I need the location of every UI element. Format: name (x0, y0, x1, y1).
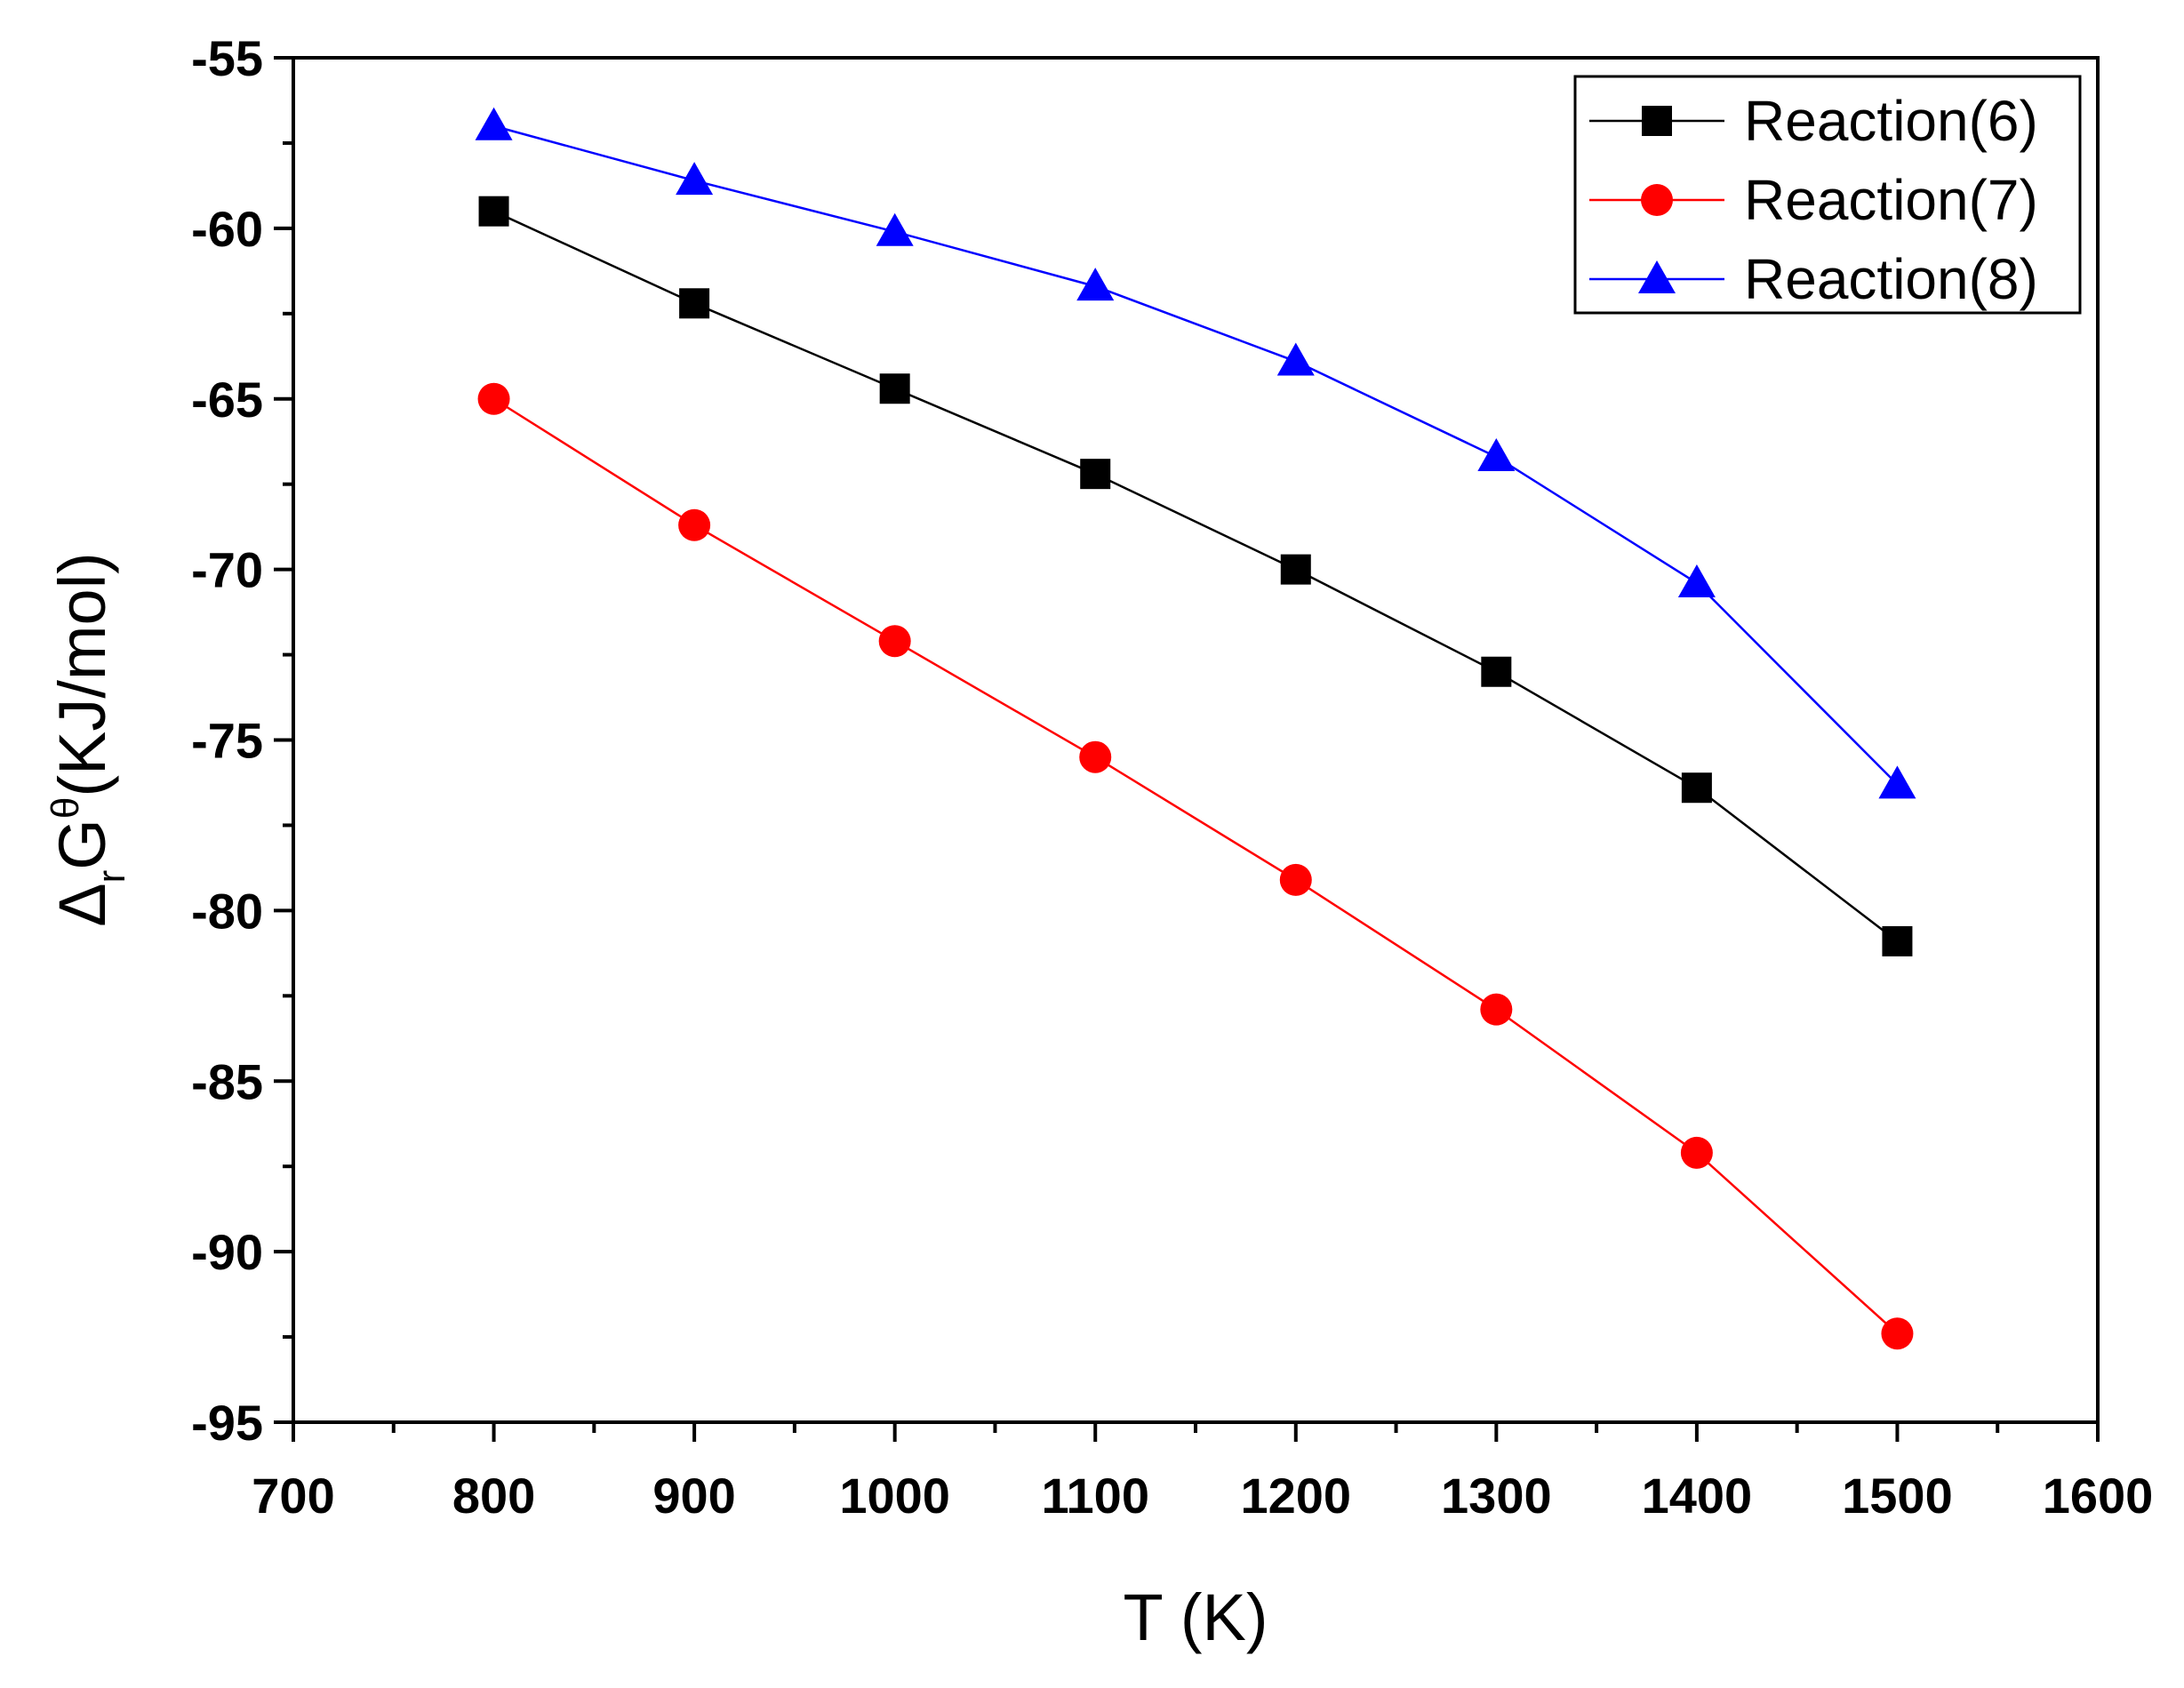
x-tick-label: 900 (652, 1468, 735, 1524)
data-point-series-1 (879, 373, 910, 404)
plot-frame (292, 56, 2100, 1424)
data-point-series-3 (1276, 342, 1315, 376)
data-point-series-3 (1076, 268, 1115, 301)
x-tick-label: 1400 (1642, 1468, 1753, 1524)
x-tick-label: 1300 (1441, 1468, 1552, 1524)
y-tick-label: -60 (191, 201, 263, 257)
data-point-series-2 (477, 382, 510, 415)
data-point-series-3 (1677, 564, 1716, 597)
y-tick-label: -95 (191, 1395, 263, 1451)
y-tick-label: -55 (191, 30, 263, 86)
x-tick-label: 1200 (1240, 1468, 1351, 1524)
x-tick-label: 1100 (1041, 1468, 1149, 1524)
svg-text:ΔrGθ(KJ/mol): ΔrGθ(KJ/mol) (44, 552, 133, 927)
y-axis-title-main: G (45, 819, 119, 870)
x-axis: 700 800 900 1000 1100 1200 1300 1400 1500 1600 (252, 1422, 2153, 1524)
data-point-series-3 (676, 162, 714, 196)
x-tick-label: 800 (452, 1468, 535, 1524)
y-axis-title-subscript: r (90, 870, 133, 884)
y-axis-title-delta: Δ (45, 883, 119, 926)
data-point-series-2 (1279, 863, 1312, 896)
data-point-series-2 (1881, 1317, 1914, 1350)
data-point-series-3 (876, 212, 914, 246)
data-point-series-2 (1079, 740, 1112, 773)
y-axis: -55 -60 -65 -70 -75 -80 -85 -90 -95 (191, 30, 293, 1451)
legend-marker-3 (1638, 260, 1676, 293)
data-point-series-1 (679, 288, 710, 319)
legend-marker-2 (1641, 184, 1673, 216)
legend: Reaction(6) Reaction(7) Reaction(8) (1573, 75, 2082, 315)
data-point-series-2 (1480, 993, 1513, 1026)
series-line-3 (493, 124, 1899, 786)
data-point-series-1 (478, 196, 509, 227)
data-point-series-3 (1477, 437, 1516, 471)
x-axis-title: T (K) (1123, 1580, 1268, 1654)
data-point-series-1 (1280, 554, 1311, 585)
x-tick-label: 1600 (2043, 1468, 2154, 1524)
y-tick-label: -75 (191, 713, 263, 769)
x-tick-label: 1500 (1842, 1468, 1953, 1524)
y-axis-title-units: (KJ/mol) (45, 552, 119, 796)
data-point-series-2 (678, 508, 711, 541)
data-point-series-3 (1878, 765, 1916, 799)
legend-label-1: Reaction(6) (1744, 89, 2038, 153)
legend-label-2: Reaction(7) (1744, 168, 2038, 232)
data-point-series-1 (1681, 772, 1712, 804)
legend-label-3: Reaction(8) (1744, 247, 2038, 311)
y-tick-label: -70 (191, 542, 263, 598)
y-axis-title-superscript: θ (44, 797, 87, 819)
data-point-series-3 (475, 107, 513, 140)
series-line-1 (493, 210, 1899, 942)
series-line-2 (492, 397, 1899, 1335)
data-point-series-1 (1481, 656, 1512, 687)
y-tick-label: -85 (191, 1053, 263, 1109)
y-tick-label: -65 (191, 372, 263, 428)
x-tick-label: 700 (252, 1468, 334, 1524)
data-point-series-1 (1882, 925, 1913, 956)
data-point-series-2 (1680, 1136, 1713, 1169)
series-layer (475, 107, 1916, 1350)
x-tick-label: 1000 (839, 1468, 950, 1524)
y-axis-title: ΔrGθ(KJ/mol) (44, 552, 133, 927)
y-tick-label: -80 (191, 883, 263, 939)
data-point-series-1 (1080, 459, 1111, 490)
y-tick-label: -90 (191, 1224, 263, 1280)
data-point-series-2 (878, 625, 911, 658)
legend-marker-1 (1642, 106, 1672, 136)
